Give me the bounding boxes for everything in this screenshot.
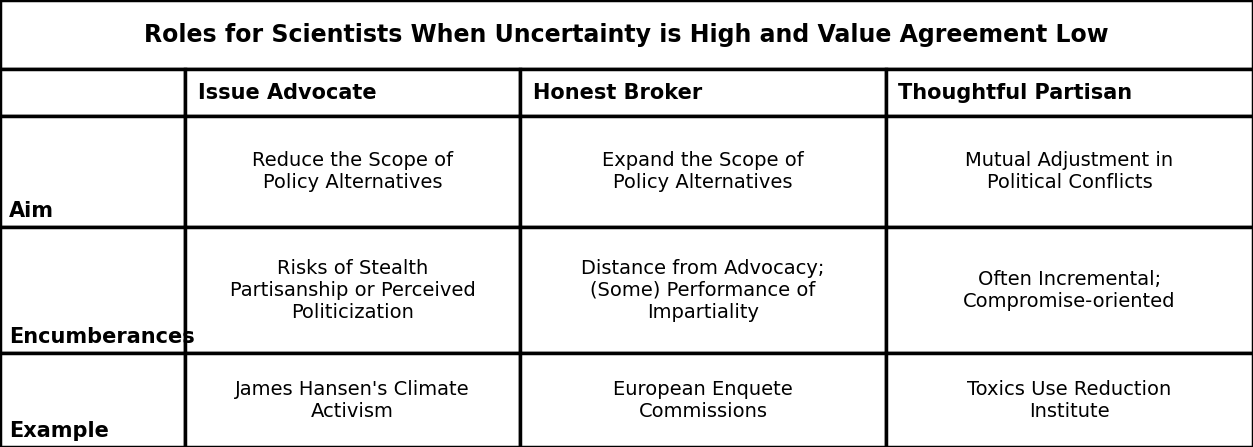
Bar: [886, 116, 1253, 227]
Text: Mutual Adjustment in
Political Conflicts: Mutual Adjustment in Political Conflicts: [965, 151, 1174, 192]
Text: Often Incremental;
Compromise-oriented: Often Incremental; Compromise-oriented: [964, 270, 1175, 311]
Text: Thoughtful Partisan: Thoughtful Partisan: [898, 83, 1133, 103]
Bar: [185, 69, 520, 116]
Text: Honest Broker: Honest Broker: [533, 83, 702, 103]
Bar: [520, 116, 886, 227]
Bar: [0, 116, 185, 227]
Bar: [0, 227, 185, 353]
Bar: [520, 69, 886, 116]
Bar: [185, 116, 520, 227]
Text: Encumberances: Encumberances: [9, 327, 194, 347]
Bar: [886, 353, 1253, 447]
Text: Expand the Scope of
Policy Alternatives: Expand the Scope of Policy Alternatives: [601, 151, 804, 192]
Text: James Hansen's Climate
Activism: James Hansen's Climate Activism: [236, 380, 470, 421]
Bar: [0, 353, 185, 447]
Text: Example: Example: [9, 421, 109, 441]
Text: Issue Advocate: Issue Advocate: [198, 83, 377, 103]
Bar: [185, 227, 520, 353]
Bar: [0, 0, 1253, 69]
Bar: [520, 353, 886, 447]
Text: Reduce the Scope of
Policy Alternatives: Reduce the Scope of Policy Alternatives: [252, 151, 454, 192]
Text: Aim: Aim: [9, 201, 54, 221]
Bar: [520, 227, 886, 353]
Text: Distance from Advocacy;
(Some) Performance of
Impartiality: Distance from Advocacy; (Some) Performan…: [581, 259, 824, 321]
Text: Toxics Use Reduction
Institute: Toxics Use Reduction Institute: [967, 380, 1172, 421]
Text: Risks of Stealth
Partisanship or Perceived
Politicization: Risks of Stealth Partisanship or Perceiv…: [229, 259, 476, 321]
Bar: [185, 353, 520, 447]
Text: Roles for Scientists When Uncertainty is High and Value Agreement Low: Roles for Scientists When Uncertainty is…: [144, 23, 1109, 46]
Bar: [0, 69, 185, 116]
Text: European Enquete
Commissions: European Enquete Commissions: [613, 380, 793, 421]
Bar: [886, 227, 1253, 353]
Bar: [886, 69, 1253, 116]
